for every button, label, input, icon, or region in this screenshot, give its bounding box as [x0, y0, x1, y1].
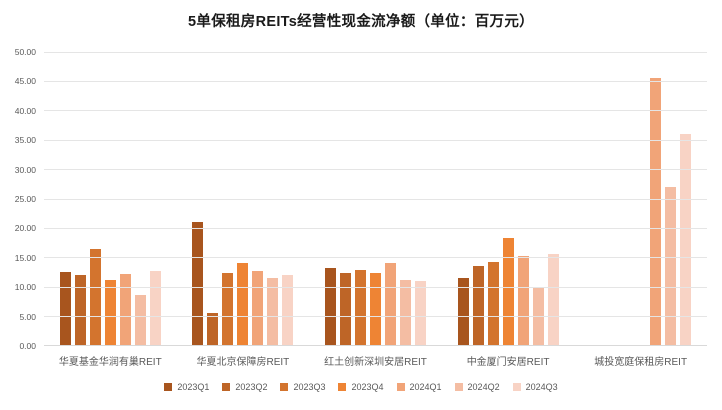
legend: 2023Q1 2023Q2 2023Q3 2023Q4 2024Q1 2024Q2 2024… — [0, 382, 722, 392]
legend-item-2023Q3: 2023Q3 — [280, 382, 325, 392]
bar-2023Q2 — [207, 313, 219, 346]
x-axis-category-label: 城投宽庭保租房REIT — [594, 357, 688, 368]
bar-2024Q2 — [134, 295, 146, 346]
bar-2023Q2 — [472, 266, 484, 346]
bar-2024Q1 — [517, 256, 529, 346]
y-axis-tick-label: 5.00 — [19, 311, 36, 322]
bar-2023Q3 — [89, 248, 101, 346]
gridline — [44, 257, 707, 259]
bar-2023Q4 — [502, 237, 514, 346]
legend-item-2024Q2: 2024Q2 — [454, 382, 500, 392]
bar-2024Q1 — [119, 274, 131, 346]
legend-item-2024Q1: 2024Q1 — [396, 382, 442, 392]
legend-item-2024Q3: 2024Q3 — [512, 382, 558, 392]
bar-2024Q3 — [547, 253, 559, 346]
legend-label: 2024Q2 — [467, 382, 500, 392]
bar-2023Q2 — [74, 274, 86, 346]
y-axis-tick-label: 15.00 — [14, 252, 36, 263]
legend-swatch-icon — [280, 383, 289, 391]
bar-2023Q3 — [222, 272, 234, 346]
gridline — [44, 51, 707, 53]
x-axis-category-label: 中金厦门安居REIT — [466, 357, 550, 368]
bar-2023Q2 — [339, 272, 351, 346]
legend-label: 2023Q1 — [177, 382, 210, 392]
gridline — [44, 139, 707, 141]
bar-group: 华夏北京保障房REIT — [177, 52, 310, 368]
legend-label: 2023Q2 — [235, 382, 268, 392]
gridline — [44, 110, 707, 112]
legend-label: 2023Q3 — [293, 382, 326, 392]
gridline — [44, 80, 707, 82]
legend-item-2023Q1: 2023Q1 — [164, 382, 209, 392]
y-axis-tick-label: 0.00 — [19, 341, 36, 351]
legend-swatch-icon — [164, 383, 173, 391]
gridline — [44, 316, 707, 318]
bar-2023Q3 — [354, 270, 366, 346]
bar-2023Q4 — [104, 279, 116, 346]
bar-2023Q1 — [59, 271, 71, 346]
x-axis-category-label: 华夏基金华润有巢REIT — [58, 357, 162, 368]
y-axis-tick-label: 20.00 — [14, 223, 36, 234]
y-axis-tick-label: 30.00 — [14, 164, 36, 175]
gridline — [44, 227, 707, 229]
gridline — [44, 169, 707, 171]
y-axis-tick-label: 25.00 — [14, 194, 36, 204]
bar-2024Q3 — [414, 280, 426, 346]
legend-swatch-icon — [396, 383, 405, 391]
bar-2023Q1 — [324, 268, 336, 346]
bar-2024Q1 — [650, 77, 662, 346]
legend-swatch-icon — [512, 383, 521, 391]
legend-swatch-icon — [454, 383, 463, 391]
x-axis-category-label: 红土创新深圳安居REIT — [324, 357, 427, 368]
gridline — [44, 286, 707, 288]
chart-title: 5单保租房REITs经营性现金流净额（单位：百万元） — [188, 14, 534, 30]
bar-2023Q1 — [457, 278, 469, 346]
legend-item-2023Q2: 2023Q2 — [222, 382, 267, 392]
bar-2024Q2 — [267, 278, 279, 346]
bar-2023Q4 — [369, 273, 381, 346]
y-axis-tick-label: 45.00 — [14, 76, 36, 87]
bar-group: 城投宽庭保租房REIT — [574, 52, 707, 368]
x-axis-category-label: 华夏北京保障房REIT — [196, 357, 290, 368]
plot-area: 华夏基金华润有巢REIT 华夏北京保障房REIT 红土创新深圳安居REIT 中金厦门安… — [44, 51, 707, 368]
legend-label: 2024Q3 — [525, 382, 558, 392]
y-axis-tick-label: 10.00 — [14, 282, 36, 293]
x-axis-line — [44, 345, 707, 346]
bar-2024Q2 — [665, 186, 677, 346]
bar-2024Q2 — [399, 280, 411, 346]
y-axis-tick-label: 35.00 — [14, 135, 36, 146]
bar-groups: 华夏基金华润有巢REIT 华夏北京保障房REIT 红土创新深圳安居REIT 中金厦门安… — [44, 52, 707, 368]
legend-swatch-icon — [222, 383, 231, 391]
gridline — [44, 198, 707, 200]
bar-2023Q3 — [487, 261, 499, 346]
y-axis-labels: 0.00 5.00 10.00 15.00 20.00 25.00 30.00 35.00 40… — [0, 47, 36, 351]
bar-group: 中金厦门安居REIT — [442, 52, 575, 368]
y-axis-tick-label: 50.00 — [14, 47, 36, 57]
bar-2024Q3 — [282, 274, 294, 346]
bar-2024Q1 — [384, 263, 396, 346]
y-axis-tick-label: 40.00 — [14, 105, 36, 116]
legend-label: 2024Q1 — [409, 382, 442, 392]
bar-2023Q1 — [192, 221, 204, 346]
bar-2024Q3 — [149, 270, 161, 346]
bar-2024Q2 — [532, 288, 544, 346]
legend-item-2023Q4: 2023Q4 — [338, 382, 384, 392]
bar-2024Q3 — [680, 133, 692, 346]
bar-group: 红土创新深圳安居REIT — [309, 52, 442, 368]
bar-2024Q1 — [252, 270, 264, 346]
legend-swatch-icon — [338, 383, 347, 391]
bar-group: 华夏基金华润有巢REIT — [44, 52, 177, 368]
bar-2023Q4 — [237, 262, 249, 346]
legend-label: 2023Q4 — [351, 382, 384, 392]
